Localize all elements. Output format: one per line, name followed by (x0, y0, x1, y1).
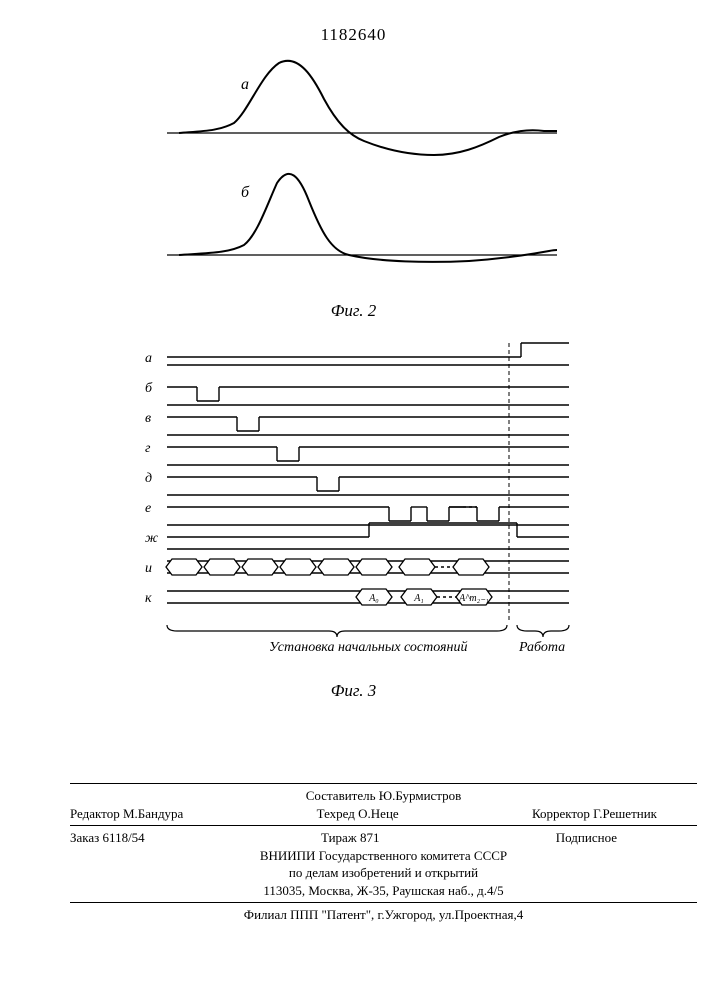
paper-body: 1182640 аб Фиг. 2 абвгдежикA₀A₁A^m₂₋₁Уст… (0, 0, 707, 701)
svg-text:A₀: A₀ (368, 593, 379, 604)
document-number: 1182640 (70, 25, 637, 45)
figure-3: абвгдежик A₀ A₁ A^m₂₋₁ Установка начальных с… (119, 335, 589, 675)
svg-text:д: д (145, 471, 152, 486)
svg-text:е: е (145, 501, 151, 516)
svg-text:Установка начальных состояний: Установка начальных состояний (269, 640, 468, 655)
colophon: Составитель Ю.Бурмистров Редактор М.Банд… (70, 780, 697, 924)
corrector: Корректор Г.Решетник (532, 805, 657, 823)
svg-text:а: а (241, 76, 249, 93)
org-line-1: ВНИИПИ Государственного комитета СССР (260, 848, 507, 863)
fig3-caption: Фиг. 3 (70, 681, 637, 701)
org-line-2: по делам изобретений и открытий (289, 865, 478, 880)
order-number: Заказ 6118/54 (70, 829, 145, 847)
svg-text:Работа: Работа (518, 640, 565, 655)
tirazh: Тираж 871 (321, 829, 380, 847)
svg-text:а: а (145, 351, 152, 366)
svg-text:к: к (145, 591, 152, 606)
subscript: Подписное (556, 829, 617, 847)
editor: Редактор М.Бандура (70, 805, 183, 823)
svg-text:ж: ж (145, 531, 158, 546)
fig2-caption: Фиг. 2 (70, 301, 637, 321)
svg-text:б: б (241, 184, 250, 201)
svg-text:в: в (145, 411, 151, 426)
svg-text:б: б (145, 381, 153, 396)
svg-text:и: и (145, 561, 152, 576)
branch: Филиал ППП "Патент", г.Ужгород, ул.Проек… (244, 907, 523, 922)
page: 1182640 аб Фиг. 2 абвгдежикA₀A₁A^m₂₋₁Уст… (0, 0, 707, 1000)
figure-2: аб (149, 55, 559, 295)
address: 113035, Москва, Ж-35, Раушская наб., д.4… (263, 883, 503, 898)
svg-text:A₁: A₁ (413, 593, 424, 604)
compiler: Составитель Ю.Бурмистров (306, 788, 462, 803)
svg-text:A^m₂₋₁: A^m₂₋₁ (458, 593, 489, 604)
tech: Техред О.Неце (317, 805, 399, 823)
svg-text:г: г (145, 441, 151, 456)
